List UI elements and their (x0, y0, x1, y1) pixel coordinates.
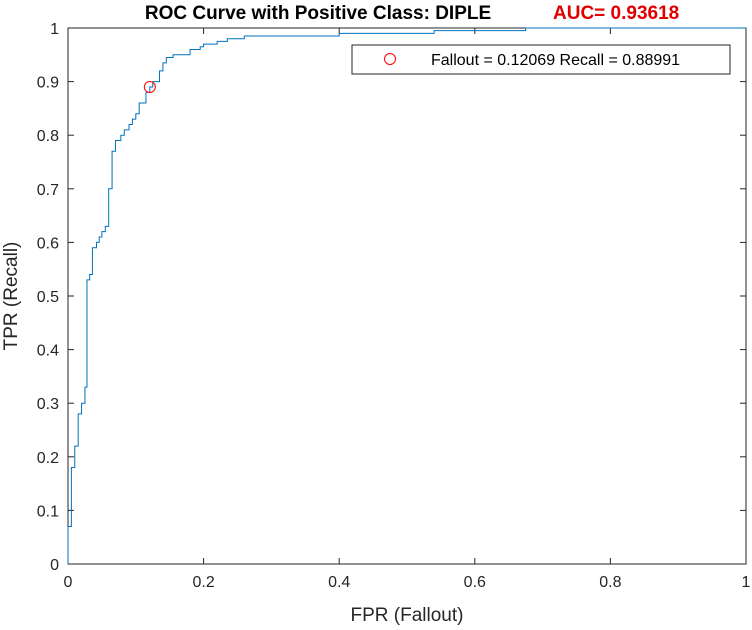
legend: Fallout = 0.12069 Recall = 0.88991 (351, 44, 731, 75)
roc-curve-line (67, 27, 746, 564)
y-tick-label: 0.4 (37, 343, 59, 360)
x-tick-label: 0 (64, 574, 73, 591)
x-axis-ticks: 0 0.2 0.4 0.6 0.8 1 (64, 28, 751, 591)
x-tick-label: 0.8 (599, 574, 621, 591)
y-tick-label: 0.5 (37, 289, 59, 306)
y-tick-label: 1 (50, 21, 59, 38)
y-tick-label: 0.3 (37, 396, 59, 413)
y-axis-ticks: 0 0.1 0.2 0.3 0.4 0.5 0.6 0.7 0.8 0.9 1 (37, 21, 746, 574)
legend-marker-icon (384, 53, 396, 65)
series-layer (67, 27, 746, 564)
y-tick-label: 0.6 (37, 235, 59, 252)
operating-point-marker (143, 81, 156, 94)
plot-area: 0 0.2 0.4 0.6 0.8 1 0 0.1 0.2 0.3 0.4 0.5 0.6 0.7 0.8… (37, 21, 751, 591)
y-tick-label: 0.7 (37, 182, 59, 199)
x-tick-label: 1 (742, 574, 751, 591)
x-axis-label: FPR (Fallout) (351, 605, 464, 626)
y-tick-label: 0.1 (37, 503, 59, 520)
y-tick-label: 0.8 (37, 128, 59, 145)
auc-label: AUC= 0.93618 (553, 3, 679, 24)
y-tick-label: 0 (50, 557, 59, 574)
x-tick-label: 0.4 (328, 574, 350, 591)
y-axis-label: TPR (Recall) (1, 242, 22, 351)
legend-entry-text: Fallout = 0.12069 Recall = 0.88991 (431, 52, 680, 69)
legend-box (351, 44, 731, 75)
axes-box (67, 27, 747, 565)
x-tick-label: 0.6 (464, 574, 486, 591)
y-tick-label: 0.9 (37, 75, 59, 92)
marker-layer (143, 81, 156, 94)
x-tick-label: 0.2 (192, 574, 214, 591)
y-tick-label: 0.2 (37, 450, 59, 467)
chart-title: ROC Curve with Positive Class: DIPLE (145, 3, 491, 24)
